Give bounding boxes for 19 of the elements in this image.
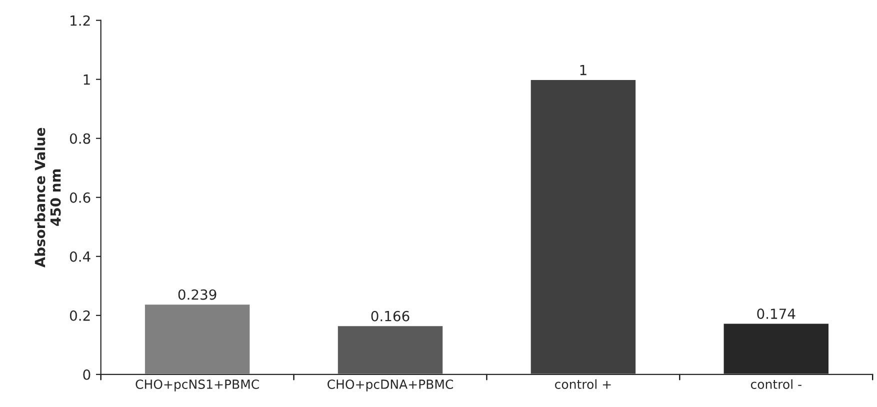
bar	[529, 78, 637, 374]
y-tick-label: 1	[84, 74, 90, 85]
data-label: 0.174	[757, 308, 796, 320]
bar	[336, 324, 444, 374]
x-tick-label: control +	[555, 379, 611, 389]
y-tick-label: 0.2	[70, 310, 90, 321]
y-tick-label: 0	[83, 369, 90, 380]
y-tick-label: 1.2	[70, 15, 90, 26]
y-tick-label: 0.8	[70, 133, 90, 144]
data-label: 1	[580, 64, 586, 76]
data-label: 0.166	[371, 310, 410, 322]
y-tick-label: 0.4	[70, 251, 90, 262]
x-tick-label: control -	[750, 379, 802, 389]
y-axis-title: Absorbance Value 450 nm	[34, 128, 61, 268]
data-label: 0.239	[178, 289, 216, 300]
y-tick-label: 0.6	[70, 192, 90, 203]
x-tick-label: CHO+pcDNA+PBMC	[328, 380, 454, 392]
x-tick-label: CHO+pcNS1+PBMC	[136, 380, 259, 392]
bar	[144, 303, 252, 374]
